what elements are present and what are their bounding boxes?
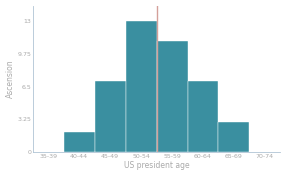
Y-axis label: Ascension: Ascension <box>5 60 15 98</box>
Bar <box>126 21 156 152</box>
Bar <box>95 81 126 152</box>
Bar <box>188 81 219 152</box>
X-axis label: US president age: US president age <box>124 161 189 170</box>
Bar <box>63 132 95 152</box>
Bar <box>156 41 188 152</box>
Bar <box>219 122 249 152</box>
